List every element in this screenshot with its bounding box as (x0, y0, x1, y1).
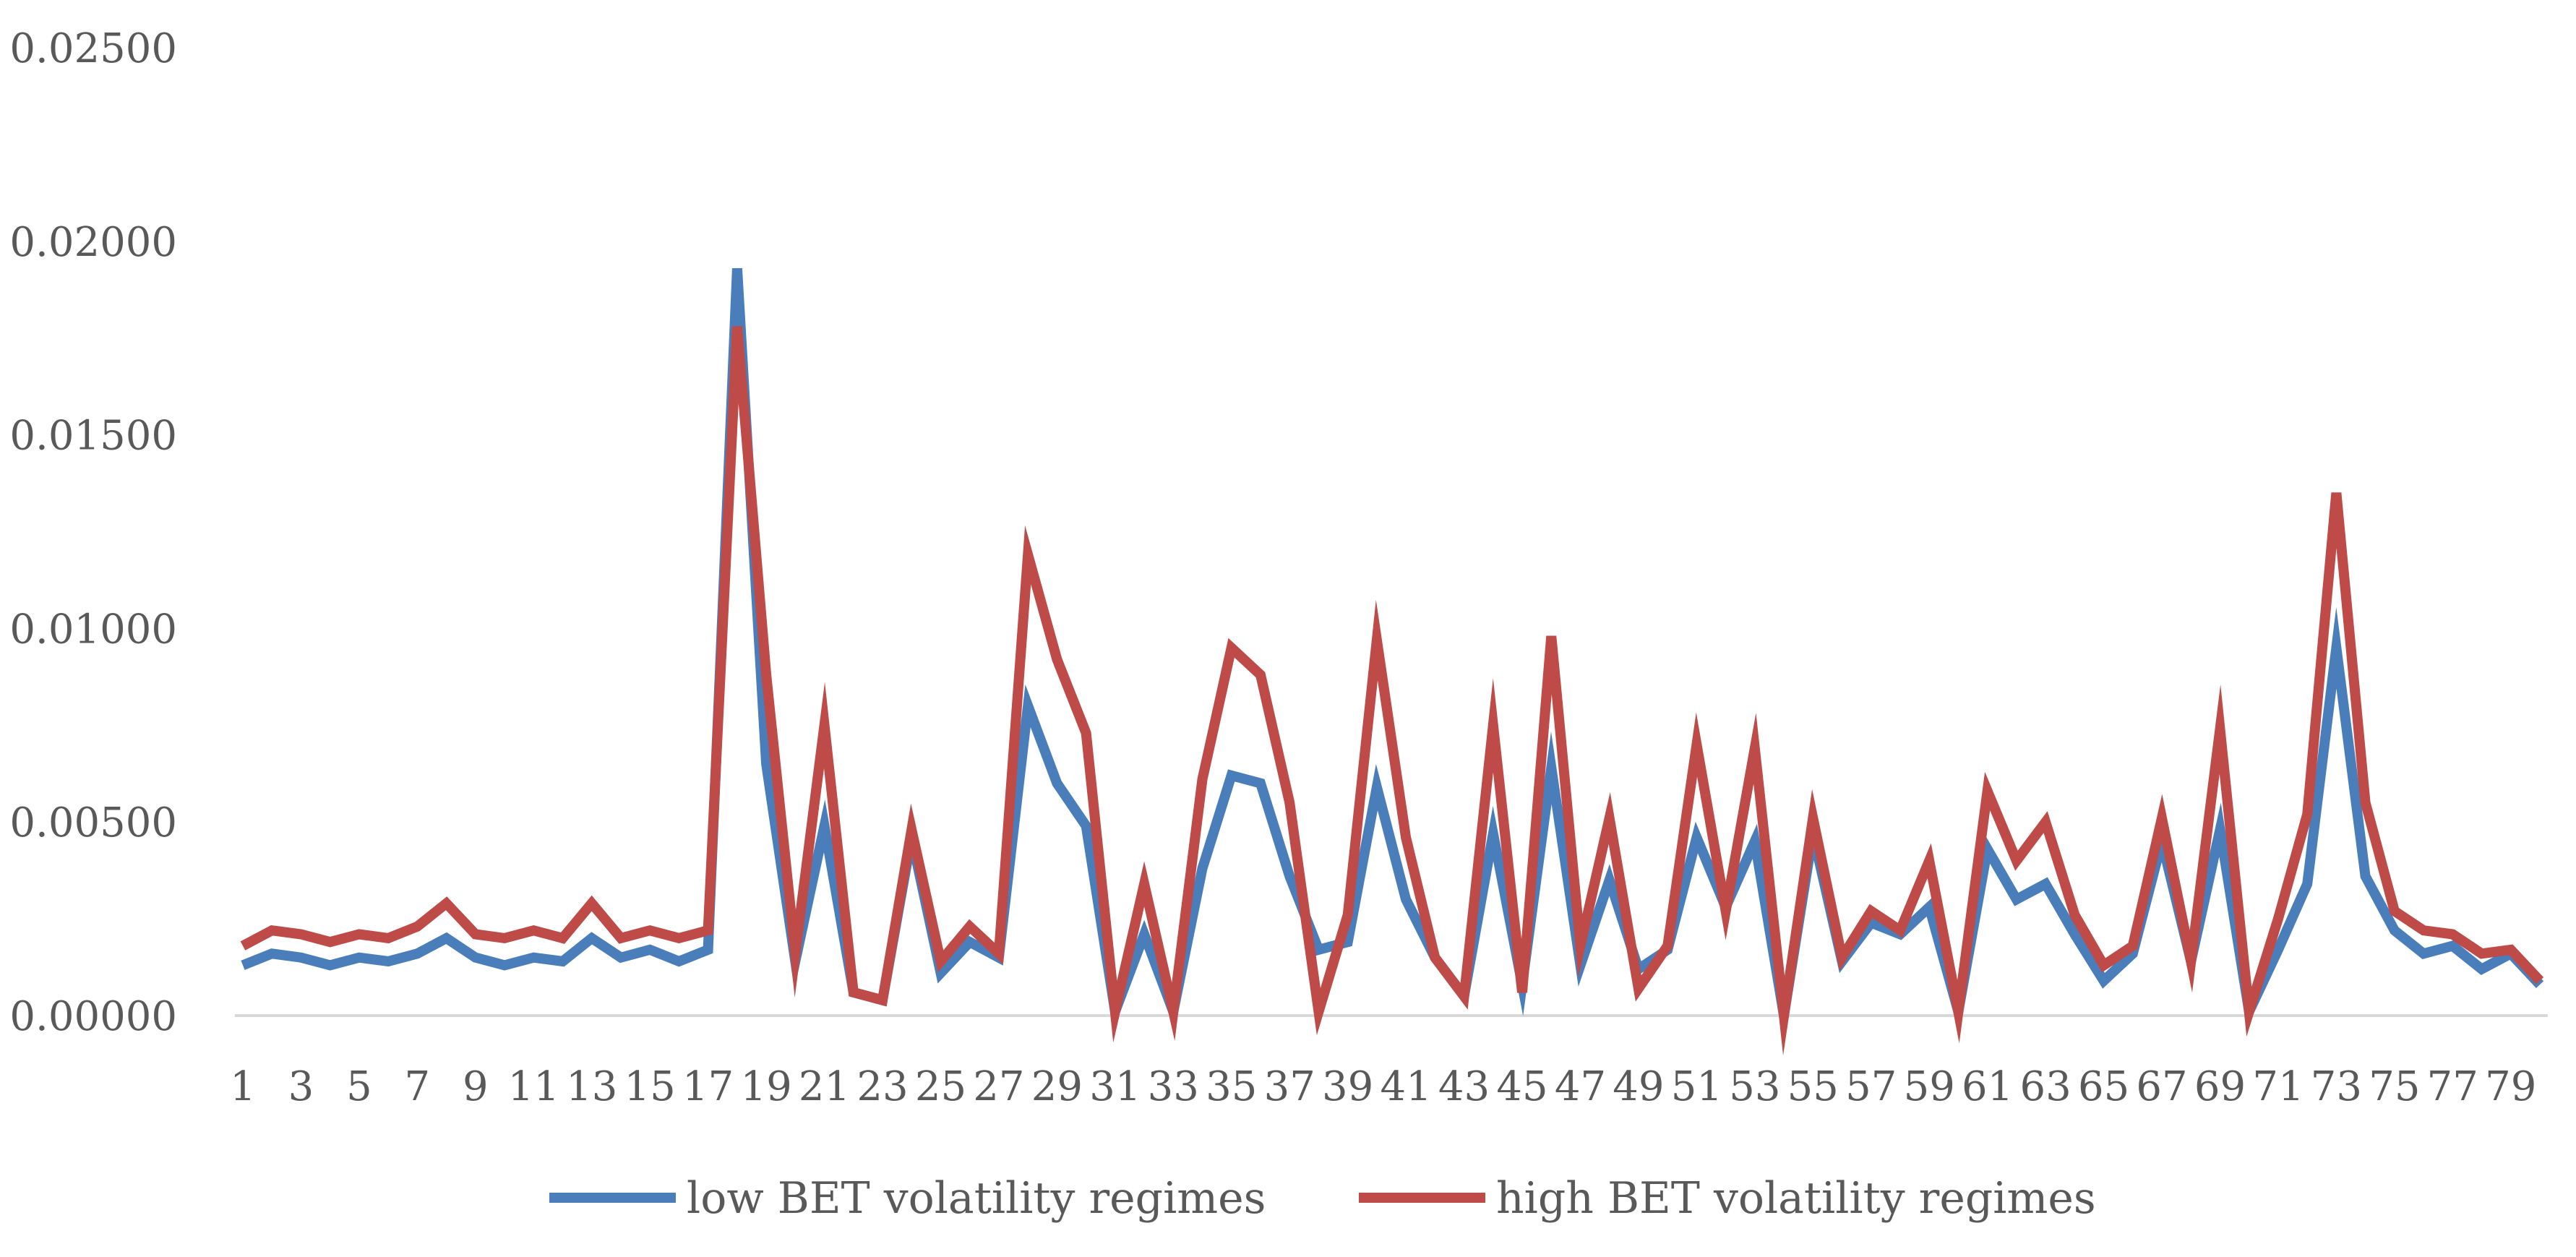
x-tick-label: 73 (2311, 1063, 2362, 1110)
x-tick-label: 13 (566, 1063, 617, 1110)
x-tick-label: 25 (915, 1063, 966, 1110)
x-tick-label: 61 (1962, 1063, 2013, 1110)
x-tick-label: 43 (1438, 1063, 1490, 1110)
x-tick-label: 77 (2427, 1063, 2478, 1110)
x-tick-label: 19 (740, 1063, 791, 1110)
legend-label-high-bet: high BET volatility regimes (1496, 1173, 2096, 1224)
x-tick-label: 21 (799, 1063, 850, 1110)
series-lines (240, 267, 2544, 1056)
y-tick-label: 0.01000 (9, 606, 177, 653)
legend: low BET volatility regimes high BET vola… (549, 1173, 2096, 1224)
x-tick-label: 39 (1322, 1063, 1373, 1110)
legend-label-low-bet: low BET volatility regimes (687, 1173, 1266, 1224)
y-axis-tick-labels: 0.00000 0.00500 0.01000 0.01500 0.02000 0.025… (9, 25, 177, 1040)
series-line-high-bet (240, 326, 2544, 1056)
x-tick-label: 69 (2194, 1063, 2246, 1110)
x-tick-label: 27 (973, 1063, 1024, 1110)
x-tick-label: 3 (288, 1063, 314, 1110)
x-tick-label: 41 (1380, 1063, 1431, 1110)
x-tick-label: 5 (346, 1063, 372, 1110)
x-tick-label: 53 (1729, 1063, 1780, 1110)
x-tick-label: 71 (2252, 1063, 2304, 1110)
x-axis-tick-labels: 1 3 5 7 9 11 13 15 17 19 21 23 25 27 29 31 33 35 37 39 41 43 4… (230, 1063, 2536, 1110)
x-tick-label: 59 (1904, 1063, 1955, 1110)
y-tick-label: 0.02000 (9, 219, 177, 266)
x-tick-label: 31 (1089, 1063, 1141, 1110)
x-tick-label: 37 (1264, 1063, 1315, 1110)
x-tick-label: 45 (1496, 1063, 1547, 1110)
x-tick-label: 47 (1555, 1063, 1606, 1110)
y-tick-label: 0.00500 (9, 799, 177, 846)
x-tick-label: 1 (230, 1063, 256, 1110)
x-tick-label: 67 (2136, 1063, 2187, 1110)
x-tick-label: 29 (1031, 1063, 1083, 1110)
x-tick-label: 7 (405, 1063, 431, 1110)
x-tick-label: 15 (624, 1063, 676, 1110)
x-tick-label: 35 (1206, 1063, 1257, 1110)
x-tick-label: 17 (682, 1063, 734, 1110)
x-tick-label: 9 (463, 1063, 489, 1110)
y-tick-label: 0.02500 (9, 25, 177, 72)
x-tick-label: 57 (1845, 1063, 1897, 1110)
x-tick-label: 23 (856, 1063, 908, 1110)
x-tick-label: 55 (1787, 1063, 1839, 1110)
x-tick-label: 51 (1671, 1063, 1722, 1110)
x-tick-label: 75 (2369, 1063, 2420, 1110)
x-tick-label: 11 (508, 1063, 559, 1110)
x-tick-label: 65 (2078, 1063, 2129, 1110)
x-tick-label: 49 (1613, 1063, 1664, 1110)
y-tick-label: 0.00000 (9, 993, 177, 1040)
x-tick-label: 33 (1148, 1063, 1199, 1110)
x-tick-label: 63 (2019, 1063, 2071, 1110)
x-tick-label: 79 (2485, 1063, 2536, 1110)
y-tick-label: 0.01500 (9, 413, 177, 460)
